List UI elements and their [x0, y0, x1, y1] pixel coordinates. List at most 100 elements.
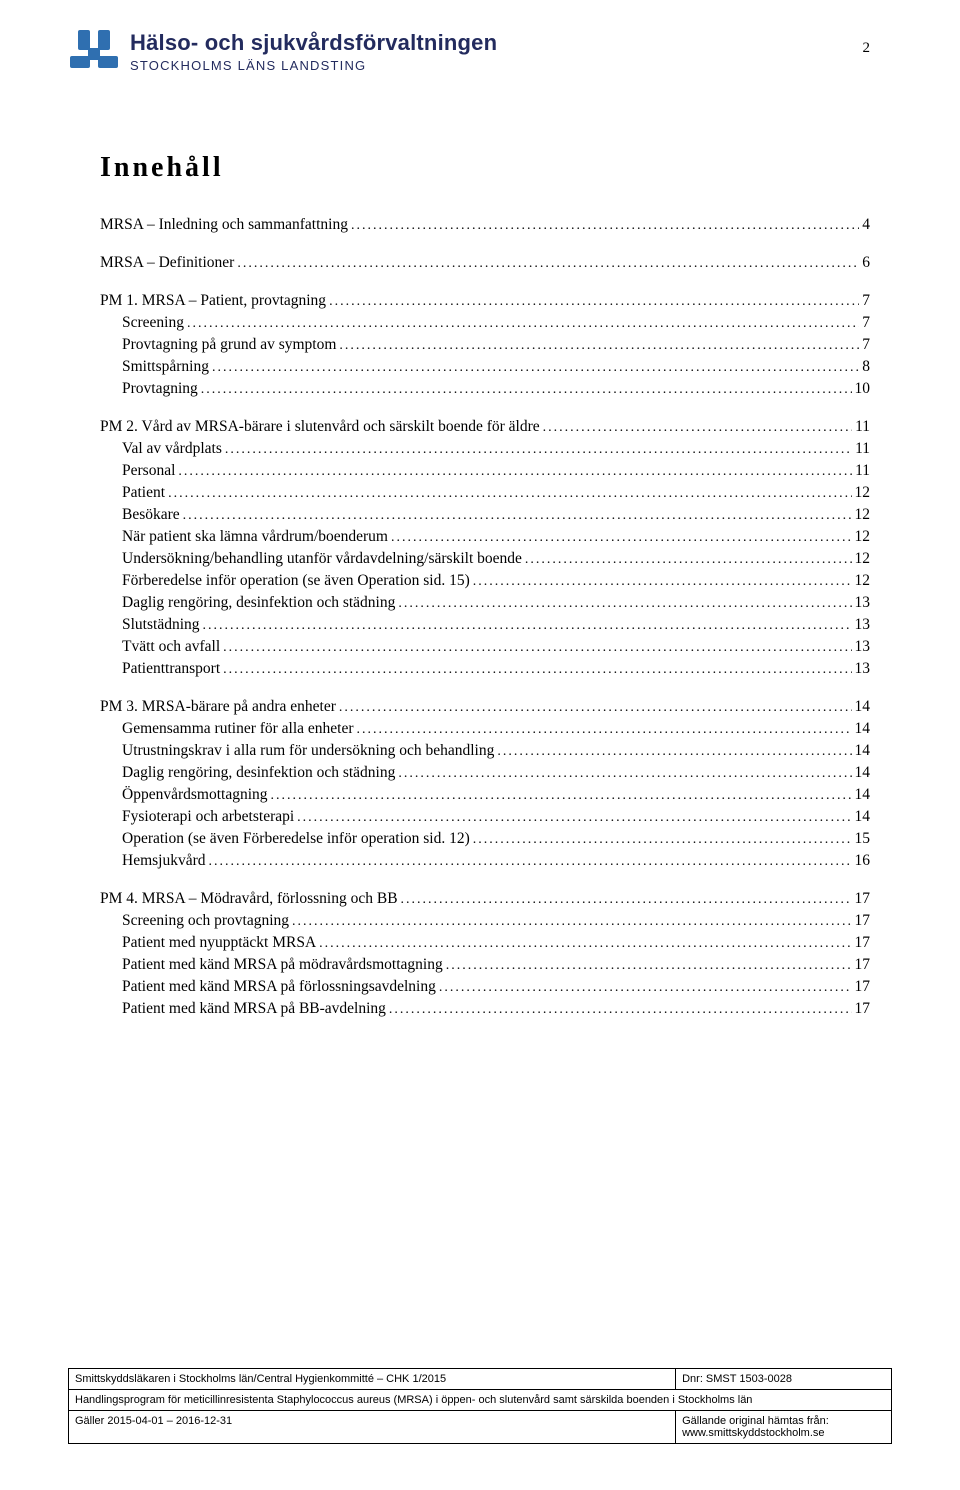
- toc-entry-page: 17: [855, 1000, 871, 1018]
- toc-entry-label: PM 3. MRSA-bärare på andra enheter: [100, 698, 336, 716]
- toc-entry[interactable]: MRSA – Definitioner6: [100, 254, 870, 272]
- toc-entry-page: 12: [855, 550, 871, 568]
- footer-r3-right-l2: www.smittskyddstockholm.se: [682, 1427, 824, 1439]
- toc-entry-label: Patient med känd MRSA på förlossningsavd…: [122, 978, 436, 996]
- toc-entry-label: Gemensamma rutiner för alla enheter: [122, 720, 354, 738]
- toc-dots: [292, 914, 851, 930]
- toc-entry-label: Operation (se även Förberedelse inför op…: [122, 830, 470, 848]
- footer-r1-right: Dnr: SMST 1503-0028: [676, 1369, 892, 1390]
- org-subtitle: STOCKHOLMS LÄNS LANDSTING: [130, 58, 497, 73]
- toc-entry-page: 17: [855, 978, 871, 996]
- toc-entry-page: 12: [855, 528, 871, 546]
- toc-entry[interactable]: PM 3. MRSA-bärare på andra enheter 14: [100, 698, 870, 716]
- toc-entry-label: Hemsjukvård: [122, 852, 206, 870]
- toc-entry-label: Val av vårdplats: [122, 440, 222, 458]
- toc-entry[interactable]: Val av vårdplats 11: [100, 440, 870, 458]
- toc-dots: [398, 596, 851, 612]
- toc-entry-page: 11: [855, 440, 870, 458]
- toc-dots: [201, 382, 852, 398]
- toc-entry[interactable]: Besökare12: [100, 506, 870, 524]
- toc-entry-label: Daglig rengöring, desinfektion och städn…: [122, 594, 395, 612]
- toc-entry-label: När patient ska lämna vårdrum/boenderum: [122, 528, 388, 546]
- toc-entry-label: Fysioterapi och arbetsterapi: [122, 808, 294, 826]
- toc-dots: [473, 574, 852, 590]
- toc-entry-page: 15: [855, 830, 871, 848]
- toc-dots: [203, 618, 852, 634]
- page-number: 2: [863, 40, 871, 57]
- toc-entry-page: 17: [855, 912, 871, 930]
- toc-entry-label: Smittspårning: [122, 358, 209, 376]
- toc-entry-label: Provtagning: [122, 380, 198, 398]
- toc-entry[interactable]: Hemsjukvård16: [100, 852, 870, 870]
- toc-entry-page: 14: [855, 786, 871, 804]
- toc-entry-label: MRSA – Inledning och sammanfattning: [100, 216, 348, 234]
- toc-entry-label: Screening och provtagning: [122, 912, 289, 930]
- toc-entry-label: Screening: [122, 314, 184, 332]
- toc-entry[interactable]: Daglig rengöring, desinfektion och städn…: [100, 594, 870, 612]
- toc-entry[interactable]: Öppenvårdsmottagning 14: [100, 786, 870, 804]
- toc-entry-label: Patient med känd MRSA på BB-avdelning: [122, 1000, 386, 1018]
- toc-entry[interactable]: Patient med känd MRSA på mödravårdsmotta…: [100, 956, 870, 974]
- toc-entry[interactable]: Provtagning10: [100, 380, 870, 398]
- toc-entry[interactable]: Patient med känd MRSA på BB-avdelning 17: [100, 1000, 870, 1018]
- toc-entry-label: Provtagning på grund av symptom: [122, 336, 336, 354]
- toc-entry-page: 7: [862, 336, 870, 354]
- toc-dots: [391, 530, 852, 546]
- toc-entry-label: PM 1. MRSA – Patient, provtagning: [100, 292, 326, 310]
- toc-dots: [223, 640, 851, 656]
- toc-title: Innehåll: [100, 152, 870, 184]
- toc-entry-page: 14: [855, 698, 871, 716]
- toc-dots: [329, 294, 859, 310]
- toc-entry[interactable]: PM 4. MRSA – Mödravård, förlossning och …: [100, 890, 870, 908]
- toc-entry-page: 12: [855, 572, 871, 590]
- toc-entry[interactable]: Gemensamma rutiner för alla enheter14: [100, 720, 870, 738]
- toc-entry[interactable]: Tvätt och avfall13: [100, 638, 870, 656]
- toc-entry[interactable]: Smittspårning 8: [100, 358, 870, 376]
- toc-entry[interactable]: Daglig rengöring, desinfektion och städn…: [100, 764, 870, 782]
- toc-entry[interactable]: Patient12: [100, 484, 870, 502]
- toc-entry[interactable]: Screening 7: [100, 314, 870, 332]
- toc-entry[interactable]: När patient ska lämna vårdrum/boenderum 1…: [100, 528, 870, 546]
- toc-entry-label: Daglig rengöring, desinfektion och städn…: [122, 764, 395, 782]
- toc-dots: [178, 464, 852, 480]
- toc-entry[interactable]: Patienttransport13: [100, 660, 870, 678]
- toc-entry[interactable]: Undersökning/behandling utanför vårdavde…: [100, 550, 870, 568]
- toc-dots: [271, 788, 852, 804]
- toc-dots: [357, 722, 852, 738]
- toc-entry[interactable]: Provtagning på grund av symptom 7: [100, 336, 870, 354]
- toc-entry-page: 6: [862, 254, 870, 272]
- toc-entry-label: Patient med känd MRSA på mödravårdsmotta…: [122, 956, 443, 974]
- toc-entry-label: PM 2. Vård av MRSA-bärare i slutenvård o…: [100, 418, 540, 436]
- toc-entry[interactable]: Operation (se även Förberedelse inför op…: [100, 830, 870, 848]
- toc-entry-label: Besökare: [122, 506, 180, 524]
- toc-dots: [209, 854, 852, 870]
- toc-entry-label: Tvätt och avfall: [122, 638, 220, 656]
- toc-entry-page: 7: [862, 314, 870, 332]
- toc-dots: [401, 892, 852, 908]
- toc-entry[interactable]: PM 1. MRSA – Patient, provtagning7: [100, 292, 870, 310]
- toc-entry-label: Öppenvårdsmottagning: [122, 786, 268, 804]
- toc-entry-label: Utrustningskrav i alla rum för undersökn…: [122, 742, 494, 760]
- toc-dots: [297, 810, 851, 826]
- toc-entry[interactable]: Personal11: [100, 462, 870, 480]
- toc-entry-page: 8: [862, 358, 870, 376]
- toc-entry[interactable]: Slutstädning13: [100, 616, 870, 634]
- toc-entry-page: 17: [855, 890, 871, 908]
- toc-entry[interactable]: Patient med känd MRSA på förlossningsavd…: [100, 978, 870, 996]
- toc-entry[interactable]: Patient med nyupptäckt MRSA17: [100, 934, 870, 952]
- toc-dots: [237, 256, 859, 272]
- toc-entry[interactable]: Utrustningskrav i alla rum för undersökn…: [100, 742, 870, 760]
- toc-list: MRSA – Inledning och sammanfattning4MRSA…: [100, 216, 870, 1018]
- toc-entry[interactable]: Förberedelse inför operation (se även Op…: [100, 572, 870, 590]
- toc-entry-label: Undersökning/behandling utanför vårdavde…: [122, 550, 522, 568]
- toc-entry[interactable]: Screening och provtagning 17: [100, 912, 870, 930]
- toc-entry[interactable]: Fysioterapi och arbetsterapi 14: [100, 808, 870, 826]
- toc-entry-label: Förberedelse inför operation (se även Op…: [122, 572, 470, 590]
- org-text-block: Hälso- och sjukvårdsförvaltningen STOCKH…: [130, 28, 497, 73]
- toc-entry-page: 14: [855, 808, 871, 826]
- toc-entry[interactable]: PM 2. Vård av MRSA-bärare i slutenvård o…: [100, 418, 870, 436]
- toc-entry-label: Slutstädning: [122, 616, 200, 634]
- toc-entry[interactable]: MRSA – Inledning och sammanfattning4: [100, 216, 870, 234]
- toc-dots: [473, 832, 852, 848]
- footer-r3-right-l1: Gällande original hämtas från:: [682, 1415, 829, 1427]
